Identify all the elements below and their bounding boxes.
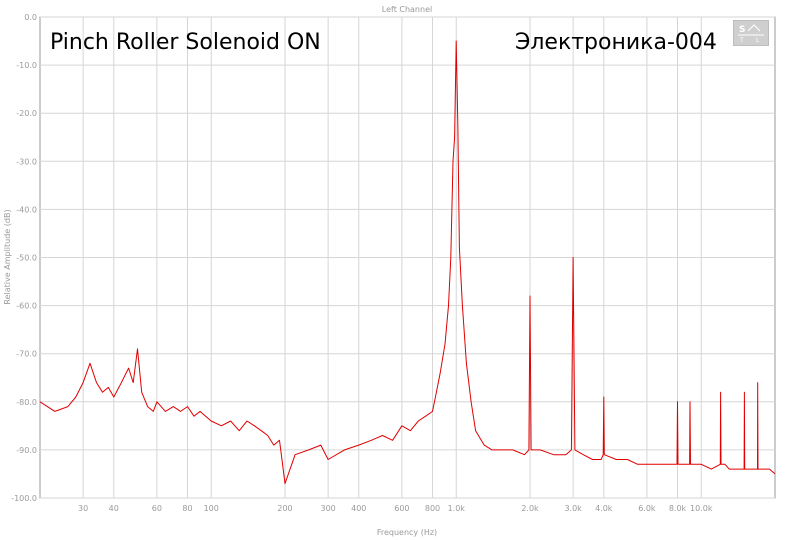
chart-title: Left Channel [382,5,432,14]
x-tick-label: 4.0k [595,504,613,513]
x-tick-label: 1.0k [448,504,466,513]
y-tick-label: -20.0 [16,109,37,118]
x-tick-label: 80 [182,504,192,513]
x-tick-label: 3.0k [564,504,582,513]
x-tick-label: 400 [351,504,366,513]
y-tick-label: -60.0 [16,302,37,311]
y-tick-label: -40.0 [16,205,37,214]
svg-text:S: S [739,25,745,35]
x-tick-label: 60 [152,504,162,513]
x-tick-label: 30 [78,504,88,513]
y-axis-label: Relative Amplitude (dB) [3,209,12,304]
x-tick-label: 2.0k [521,504,539,513]
svg-text:L: L [756,37,760,44]
logo-icon: S T L [733,20,769,46]
x-axis-label: Frequency (Hz) [377,528,437,537]
x-tick-label: 10.0k [690,504,713,513]
x-tick-label: 600 [394,504,409,513]
y-axis-ticks: 0.0 -10.0 -20.0 -30.0 -40.0 -50.0 -60.0 -70.0 -8… [11,13,37,503]
annotation-right: Электроника-004 [515,30,717,55]
x-tick-label: 200 [277,504,292,513]
grid [40,16,775,499]
x-axis-ticks: 30 40 60 80 100 200 300 400 600 800 1.0k 2.0k 3.0k 4.… [78,504,713,513]
x-tick-label: 8.0k [669,504,687,513]
series-line [39,40,776,485]
y-tick-label: -90.0 [16,446,37,455]
x-tick-label: 800 [425,504,440,513]
y-tick-label: -50.0 [16,254,37,263]
y-tick-label: 0.0 [24,13,37,22]
x-tick-label: 6.0k [638,504,656,513]
y-tick-label: -30.0 [16,157,37,166]
y-tick-label: -70.0 [16,350,37,359]
x-tick-label: 300 [321,504,336,513]
annotation-left: Pinch Roller Solenoid ON [50,30,321,55]
y-tick-label: -80.0 [16,398,37,407]
y-tick-label: -100.0 [11,494,37,503]
x-tick-label: 40 [109,504,119,513]
svg-text:T: T [739,37,744,44]
y-tick-label: -10.0 [16,61,37,70]
x-tick-label: 100 [204,504,219,513]
